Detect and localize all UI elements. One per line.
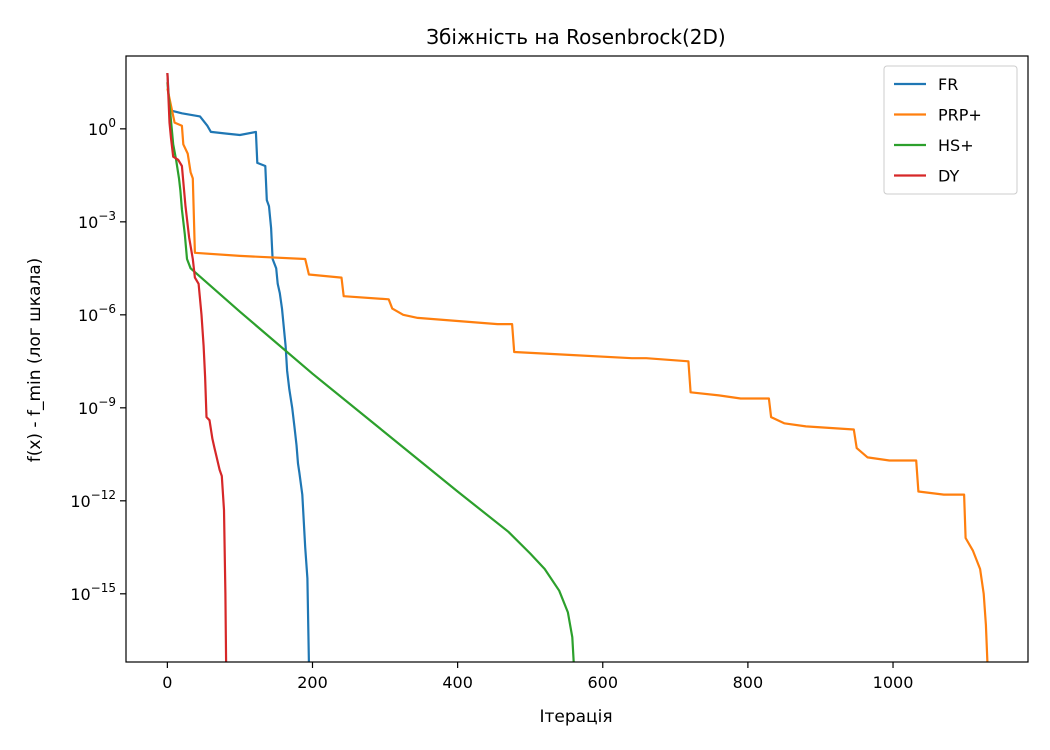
y-tick-label: 10−9 — [78, 395, 116, 418]
x-tick-label: 0 — [162, 673, 172, 692]
x-axis-label: Ітерація — [539, 707, 612, 727]
legend-label-fr: FR — [938, 75, 958, 94]
legend-label-dy: DY — [938, 167, 959, 186]
x-tick-label: 400 — [442, 673, 473, 692]
legend-label-hs: HS+ — [938, 136, 974, 155]
y-tick-label: 10−15 — [70, 581, 116, 604]
x-tick-label: 800 — [733, 673, 764, 692]
y-axis-label: f(x) - f_min (лог шкала) — [25, 258, 45, 463]
legend-box — [883, 65, 1018, 195]
y-tick-label: 10−12 — [70, 488, 116, 511]
series-group — [166, 72, 989, 662]
plot-frame — [125, 55, 1029, 663]
x-tick-label: 1000 — [873, 673, 914, 692]
y-axis-ticks: 100 10−3 10−6 10−9 10−12 10−15 — [70, 116, 126, 604]
x-tick-label: 200 — [297, 673, 328, 692]
series-line-prp — [166, 88, 989, 662]
y-tick-label: 10−6 — [78, 302, 116, 325]
series-line-dy — [166, 72, 228, 662]
chart-title: Збіжність на Rosenbrock(2D) — [426, 25, 726, 49]
plot-area — [125, 55, 1029, 663]
series-line-hs — [166, 82, 575, 662]
y-tick-label: 10−3 — [78, 209, 116, 232]
series-line-fr — [166, 72, 310, 662]
legend: FR PRP+ HS+ DY — [883, 65, 1018, 195]
x-tick-label: 600 — [587, 673, 618, 692]
y-tick-label: 100 — [88, 116, 116, 139]
x-axis-ticks: 0 200 400 600 800 1000 — [162, 662, 913, 692]
legend-label-prp: PRP+ — [938, 106, 982, 125]
